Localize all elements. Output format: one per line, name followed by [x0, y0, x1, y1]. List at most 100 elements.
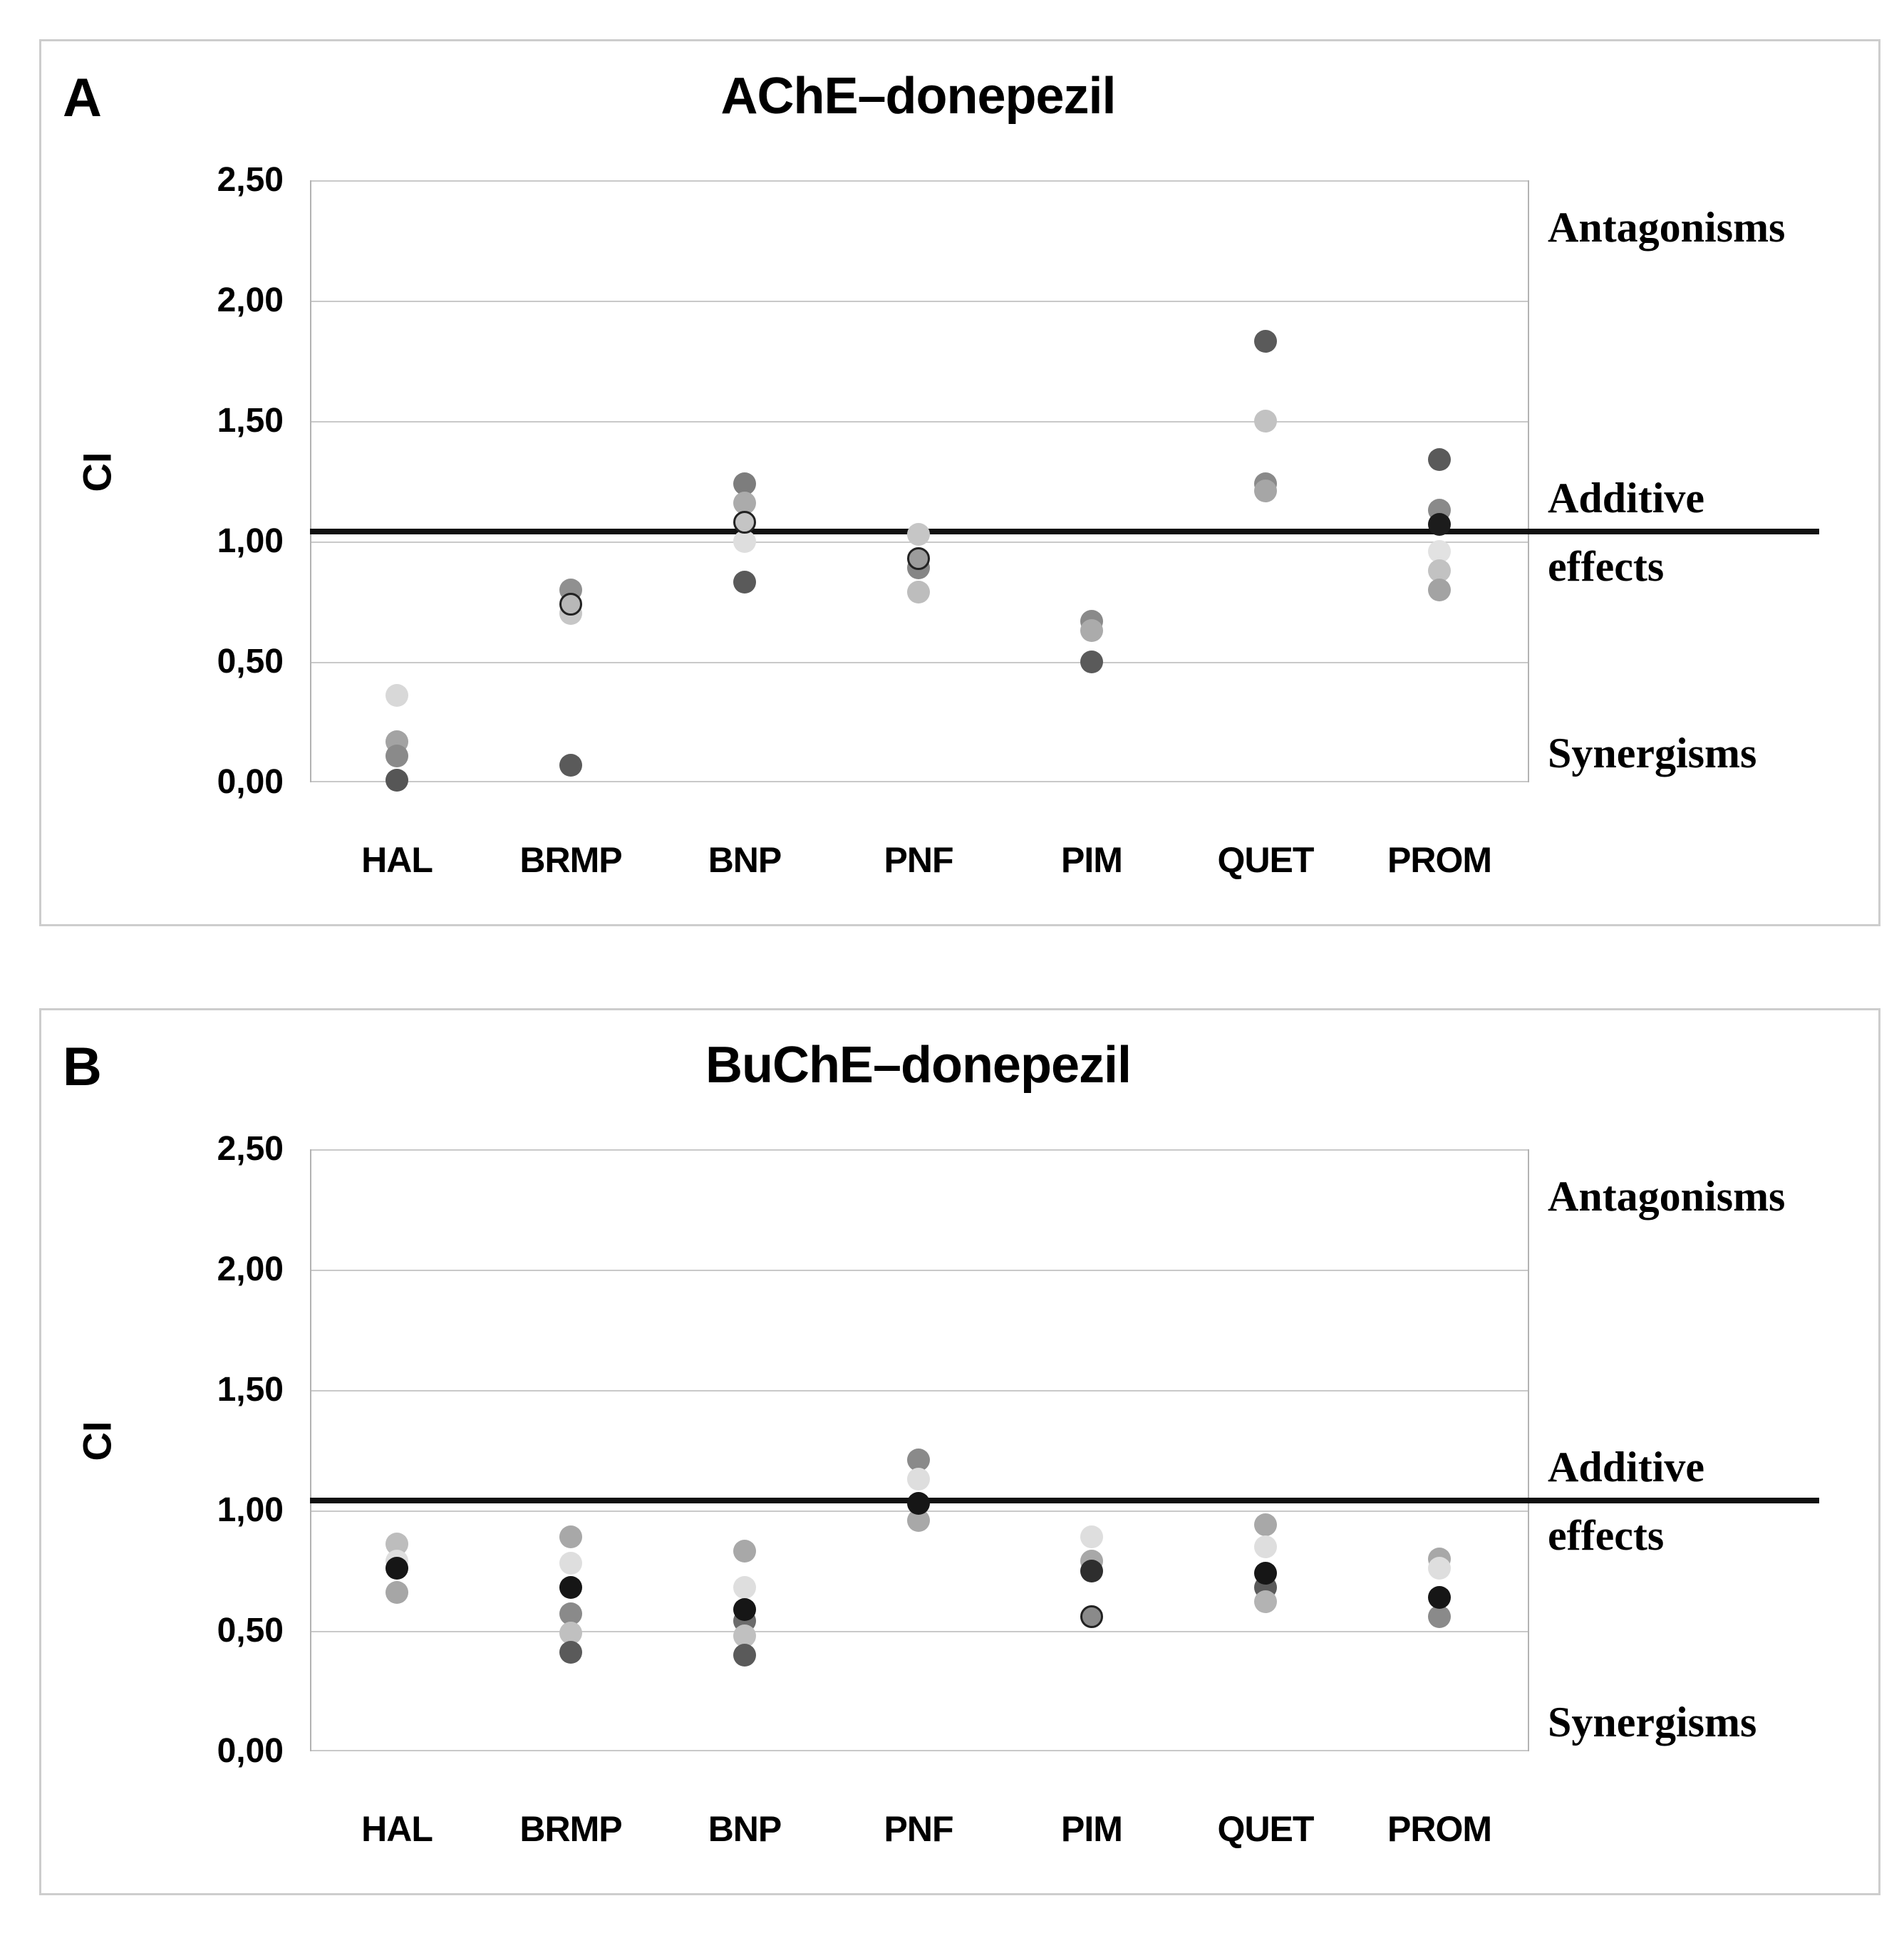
data-point [559, 1576, 582, 1600]
data-point [1080, 1525, 1104, 1549]
y-tick-label: 2,50 [217, 1130, 284, 1168]
data-points-layer [41, 1010, 1878, 1893]
annotation-antagonisms: Antagonisms [1548, 1173, 1786, 1220]
gridline [311, 1750, 1528, 1751]
data-point [906, 546, 930, 570]
data-point [733, 510, 756, 534]
gridline [311, 301, 1528, 302]
panel-a: A AChE–donepezil 2,50 2,00 1,50 1,00 0,5… [39, 39, 1880, 926]
data-point [1428, 559, 1452, 582]
y-tick-label: 2,00 [217, 281, 284, 319]
data-point [733, 491, 756, 514]
x-category-label: QUET [1217, 840, 1315, 880]
data-point [559, 592, 582, 616]
data-point [1428, 578, 1452, 601]
y-tick-label: 0,50 [217, 643, 284, 680]
gridline [311, 1270, 1528, 1271]
data-point [1254, 1513, 1278, 1537]
x-category-label: PROM [1387, 840, 1492, 880]
data-point [559, 1602, 582, 1626]
data-point [559, 754, 582, 777]
data-point [733, 1576, 756, 1600]
data-point [1254, 330, 1278, 353]
annotation-effects: effects [1548, 1512, 1665, 1559]
x-category-label: PNF [884, 840, 954, 880]
data-point [733, 1540, 756, 1563]
data-point [1080, 619, 1104, 643]
data-point [1080, 651, 1104, 673]
x-category-label: QUET [1217, 1809, 1315, 1849]
panel-a-title: AChE–donepezil [720, 68, 1116, 125]
data-point [1428, 1585, 1452, 1609]
x-category-label: PIM [1061, 1809, 1123, 1849]
data-point [906, 1449, 930, 1472]
y-tick-label: 0,50 [217, 1612, 284, 1649]
data-point [385, 1580, 408, 1604]
y-tick-label: 1,50 [217, 1371, 284, 1409]
data-point [1428, 1605, 1452, 1628]
data-point [1080, 1559, 1104, 1582]
data-point [385, 684, 408, 708]
data-point [385, 1557, 408, 1580]
panel-b-letter: B [63, 1037, 102, 1097]
annotation-antagonisms: Antagonisms [1548, 204, 1786, 251]
panel-b: B BuChE–donepezil 2,50 2,00 1,50 1,00 0,… [39, 1008, 1880, 1895]
data-point [559, 1641, 582, 1664]
data-point [733, 571, 756, 594]
x-category-label: BNP [708, 840, 782, 880]
x-category-label: PIM [1061, 840, 1123, 880]
data-point [733, 530, 756, 553]
x-category-label: HAL [361, 840, 433, 880]
annotation-synergisms: Synergisms [1548, 1699, 1757, 1746]
data-point [559, 1622, 582, 1645]
gridline [311, 1390, 1528, 1392]
data-point [559, 1552, 582, 1575]
data-point [1080, 1605, 1104, 1628]
data-point [906, 1491, 930, 1515]
data-point [906, 1468, 930, 1491]
gridline [311, 662, 1528, 663]
data-point [1254, 410, 1278, 432]
panel-a-letter: A [63, 68, 102, 128]
data-point [733, 1597, 756, 1621]
data-points-layer [41, 41, 1878, 924]
data-point [1254, 1590, 1278, 1614]
gridline [311, 180, 1528, 182]
data-point [385, 744, 408, 767]
annotation-synergisms: Synergisms [1548, 730, 1757, 777]
data-point [1428, 513, 1452, 537]
data-point [1254, 1561, 1278, 1585]
y-tick-label: 2,00 [217, 1250, 284, 1288]
annotation-additive: Additive [1548, 475, 1705, 522]
data-point [559, 1525, 582, 1549]
panel-b-title: BuChE–donepezil [705, 1037, 1132, 1094]
gridline [311, 421, 1528, 423]
gridline [311, 781, 1528, 782]
data-point [733, 1643, 756, 1667]
x-category-label: BNP [708, 1809, 782, 1849]
gridline [311, 1149, 1528, 1151]
data-point [906, 580, 930, 603]
data-point [1428, 539, 1452, 563]
data-point [1254, 480, 1278, 503]
data-point [733, 472, 756, 495]
y-tick-label: 1,50 [217, 402, 284, 440]
y-tick-label: 2,50 [217, 161, 284, 199]
x-category-label: PROM [1387, 1809, 1492, 1849]
annotation-effects: effects [1548, 543, 1665, 590]
additive-effects-line [310, 529, 1819, 534]
data-point [906, 522, 930, 546]
y-tick-label: 1,00 [217, 522, 284, 560]
y-tick-label: 0,00 [217, 763, 284, 801]
data-point [733, 1624, 756, 1647]
x-category-label: BRMP [519, 1809, 622, 1849]
annotation-additive: Additive [1548, 1444, 1705, 1491]
additive-effects-line [310, 1498, 1819, 1503]
data-point [1254, 1535, 1278, 1558]
x-category-label: PNF [884, 1809, 954, 1849]
data-point [1428, 448, 1452, 472]
data-point [1428, 1557, 1452, 1580]
x-category-label: HAL [361, 1809, 433, 1849]
data-point [385, 768, 408, 792]
